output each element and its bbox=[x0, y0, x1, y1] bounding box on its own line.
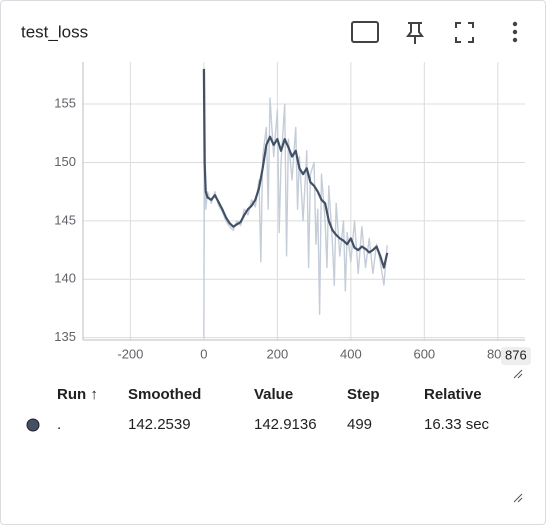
resize-icon[interactable] bbox=[513, 493, 523, 503]
table-cell: 142.9136 bbox=[254, 416, 317, 433]
column-header: Step bbox=[347, 386, 380, 403]
cursor-value: 876 bbox=[505, 347, 527, 362]
x-tick-label: 200 bbox=[267, 346, 289, 361]
table-cell: 16.33 sec bbox=[424, 416, 490, 433]
column-header: Smoothed bbox=[128, 386, 201, 403]
fit-icon[interactable] bbox=[351, 21, 379, 43]
table-cell: 142.2539 bbox=[128, 416, 191, 433]
y-tick-label: 145 bbox=[54, 212, 76, 227]
series-line bbox=[203, 68, 388, 338]
y-tick-label: 155 bbox=[54, 95, 76, 110]
column-header: Relative bbox=[424, 386, 482, 403]
y-tick-label: 150 bbox=[54, 154, 76, 169]
x-tick-label: 600 bbox=[413, 346, 435, 361]
x-tick-label: 0 bbox=[200, 346, 207, 361]
y-tick-label: 135 bbox=[54, 329, 76, 344]
resize-icon[interactable] bbox=[513, 369, 523, 379]
y-tick-label: 140 bbox=[54, 271, 76, 286]
expand-icon[interactable] bbox=[455, 22, 474, 43]
pin-icon[interactable] bbox=[406, 22, 424, 44]
table-cell: 499 bbox=[347, 416, 372, 433]
cursor-box bbox=[501, 347, 531, 365]
toolbar bbox=[351, 21, 474, 44]
column-header: Run ↑ bbox=[57, 386, 98, 403]
column-header: Value bbox=[254, 386, 293, 403]
menu-icon[interactable] bbox=[512, 21, 518, 43]
x-tick-label: 400 bbox=[340, 346, 362, 361]
run-color bbox=[26, 418, 40, 432]
series-line bbox=[202, 68, 389, 269]
x-tick-label: -200 bbox=[117, 346, 143, 361]
cursor-label: 876 bbox=[501, 347, 531, 365]
chart-title: test_loss bbox=[21, 22, 88, 41]
table-cell: . bbox=[57, 416, 61, 433]
